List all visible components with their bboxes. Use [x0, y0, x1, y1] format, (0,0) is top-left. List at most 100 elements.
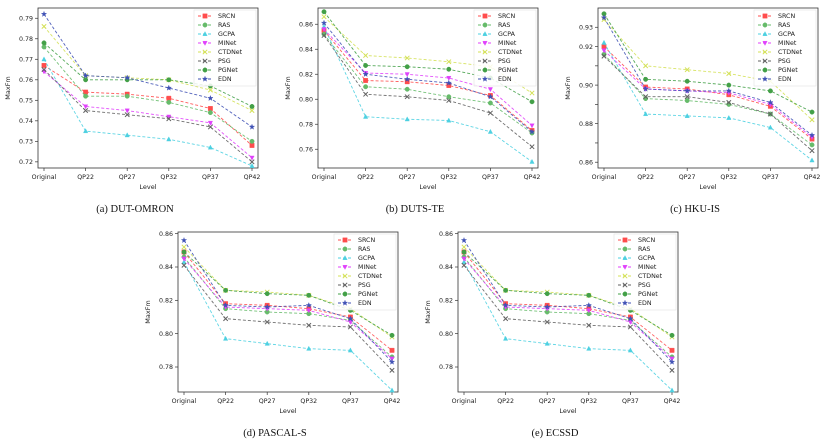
data-point: [529, 99, 535, 105]
y-tick-label: 0.80: [159, 331, 173, 338]
series-line: [603, 17, 813, 136]
x-tick-label: QP27: [399, 174, 416, 181]
data-point: [487, 128, 493, 134]
data-point: [446, 94, 452, 100]
y-tick-label: 0.78: [159, 364, 173, 371]
series-psg: [601, 53, 815, 154]
legend-marker: [202, 58, 208, 64]
data-point: [83, 89, 88, 95]
series-line: [43, 59, 253, 167]
data-point: [207, 94, 214, 101]
data-point: [767, 124, 773, 130]
x-tick-label: QP42: [524, 174, 541, 181]
x-tick-label: QP37: [482, 174, 499, 181]
x-tick-label: QP32: [720, 174, 737, 181]
data-point: [207, 124, 213, 130]
chart-pascal-s: 0.78 0.80 0.82 0.84 0.86 Original QP22 QP27 QP32…: [144, 231, 400, 415]
data-point: [320, 19, 328, 26]
data-point: [41, 23, 47, 30]
x-tick-label: QP37: [762, 174, 779, 181]
x-tick-label: QP37: [622, 398, 639, 405]
x-tick-label: QP22: [217, 398, 234, 405]
data-point: [404, 55, 410, 61]
x-axis-label: Level: [559, 407, 576, 415]
data-point: [207, 87, 213, 93]
series-line: [603, 53, 813, 146]
data-point: [809, 109, 815, 115]
series-line: [323, 33, 533, 134]
y-tick-label: 0.82: [299, 71, 313, 78]
series-gcpa: [601, 39, 815, 163]
data-point: [165, 84, 172, 91]
data-point: [627, 315, 634, 322]
data-point: [726, 70, 732, 77]
series-line: [463, 261, 673, 391]
legend-label: RAS: [358, 246, 370, 253]
data-point: [264, 340, 270, 346]
y-axis-label: MaxFm: [144, 300, 152, 324]
data-point: [181, 262, 187, 268]
legend-label: PGNet: [218, 67, 238, 74]
data-point: [601, 39, 607, 45]
series-line: [43, 71, 253, 159]
x-axis-label: Level: [139, 183, 156, 191]
data-point: [249, 155, 255, 161]
data-point: [83, 93, 89, 99]
data-point: [223, 287, 229, 293]
legend-label: CTDNet: [218, 49, 243, 56]
data-point: [684, 67, 690, 73]
data-point: [82, 72, 89, 79]
data-point: [83, 104, 89, 110]
data-point: [347, 315, 354, 322]
legend-marker: [342, 282, 348, 288]
legend-label: MINet: [638, 264, 657, 271]
data-point: [389, 347, 395, 353]
data-point: [181, 259, 187, 264]
data-point: [586, 292, 592, 298]
data-point: [321, 14, 327, 20]
x-tick-label: QP42: [664, 398, 681, 405]
data-point: [249, 143, 255, 148]
y-tick-label: 0.84: [159, 264, 173, 271]
legend: SRCN RAS GCPA MINet CTDNet PSG PGNet EDN: [193, 9, 257, 87]
data-point: [166, 136, 172, 142]
legend-marker: [342, 246, 348, 252]
legend-marker: [622, 237, 628, 243]
data-point: [445, 79, 452, 86]
data-point: [461, 249, 467, 255]
series-line: [43, 13, 253, 128]
data-point: [627, 320, 633, 325]
x-tick-label: Original: [312, 174, 337, 181]
data-point: [166, 77, 172, 83]
legend: SRCN RAS GCPA MINet CTDNet PSG PGNet EDN: [333, 233, 397, 311]
legend-label: GCPA: [498, 31, 516, 38]
legend-label: GCPA: [358, 255, 376, 262]
y-tick-label: 0.86: [579, 159, 593, 166]
legend-label: CTDNet: [778, 49, 803, 56]
data-point: [208, 106, 213, 111]
y-tick-label: 0.86: [439, 231, 453, 238]
data-point: [460, 236, 468, 244]
series-line: [323, 30, 533, 131]
data-point: [363, 78, 368, 83]
legend-label: SRCN: [778, 13, 795, 20]
series-line: [603, 13, 813, 113]
series-edn: [320, 19, 536, 135]
chart-duts-te: 0.76 0.78 0.80 0.82 0.84 0.86 Original QP22 QP27…: [284, 7, 541, 191]
series-line: [603, 55, 813, 151]
series-line: [463, 256, 673, 358]
data-point: [808, 131, 816, 138]
legend-marker: [341, 299, 349, 306]
legend-label: CTDNet: [358, 273, 383, 280]
data-point: [544, 291, 550, 297]
data-point: [529, 123, 535, 129]
data-point: [249, 108, 255, 114]
y-tick-label: 0.80: [439, 331, 453, 338]
series-line: [603, 50, 813, 138]
chart-ecssd: 0.78 0.80 0.82 0.84 0.86 Original QP22 QP27 QP32…: [424, 231, 681, 415]
data-point: [544, 340, 550, 346]
legend-label: SRCN: [218, 13, 235, 20]
y-tick-label: 0.93: [579, 24, 593, 31]
y-tick-label: 0.78: [439, 364, 453, 371]
y-tick-label: 0.76: [299, 146, 313, 153]
